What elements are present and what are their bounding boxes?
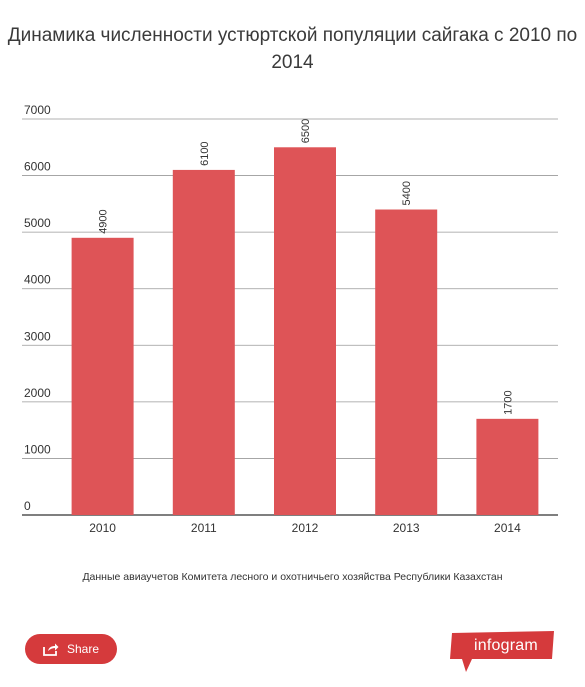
data-label: 6500 xyxy=(300,119,312,143)
data-labels: 4900 6100 6500 5400 1700 xyxy=(98,119,515,415)
share-icon xyxy=(43,643,59,656)
y-tick-label: 1000 xyxy=(24,442,51,456)
y-tick-label: 7000 xyxy=(24,103,51,117)
bar[interactable] xyxy=(476,418,539,515)
y-tick-label: 6000 xyxy=(24,160,51,174)
x-tick-label: 2014 xyxy=(494,521,521,535)
logo-shape xyxy=(450,631,554,672)
y-tick-label: 5000 xyxy=(24,216,51,230)
y-tick-label: 3000 xyxy=(24,329,51,343)
x-tick-label: 2012 xyxy=(292,521,319,535)
bar[interactable] xyxy=(274,147,336,516)
source-note: Данные авиаучетов Комитета лесного и охо… xyxy=(82,571,503,583)
chart-title: Динамика численности устюртской популяци… xyxy=(7,25,578,73)
x-axis-ticks: 2010 2011 2012 2013 2014 xyxy=(89,521,521,535)
data-label: 4900 xyxy=(98,209,110,233)
brand-label: infogram xyxy=(474,637,538,654)
y-tick-label: 4000 xyxy=(24,273,51,287)
y-axis-ticks: 0 1000 2000 3000 4000 5000 6000 7000 xyxy=(24,103,51,513)
bar[interactable] xyxy=(172,169,235,515)
x-tick-label: 2010 xyxy=(89,521,116,535)
data-label: 6100 xyxy=(199,141,211,165)
x-tick-label: 2011 xyxy=(191,521,217,535)
y-tick-label: 2000 xyxy=(24,386,51,400)
bars xyxy=(71,147,539,516)
share-label: Share xyxy=(66,642,100,656)
y-tick-label: 0 xyxy=(24,499,31,513)
share-button[interactable]: Share xyxy=(25,634,117,664)
bar-chart: 0 1000 2000 3000 4000 5000 6000 7000 4900 6100 65… xyxy=(22,103,558,535)
x-tick-label: 2013 xyxy=(393,521,420,535)
data-label: 1700 xyxy=(502,390,514,414)
bar[interactable] xyxy=(375,209,438,515)
data-label: 5400 xyxy=(401,181,413,205)
infogram-logo[interactable]: infogram xyxy=(446,629,558,673)
bar[interactable] xyxy=(71,237,134,516)
